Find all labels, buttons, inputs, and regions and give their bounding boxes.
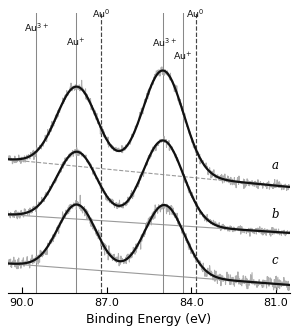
Text: Au$^{+}$: Au$^{+}$ <box>173 51 193 63</box>
X-axis label: Binding Energy (eV): Binding Energy (eV) <box>86 313 212 326</box>
Text: a: a <box>272 159 279 172</box>
Text: Au$^{3+}$: Au$^{3+}$ <box>24 21 49 34</box>
Text: Au$^{0}$: Au$^{0}$ <box>187 8 205 20</box>
Text: Au$^{0}$: Au$^{0}$ <box>92 8 110 20</box>
Text: b: b <box>272 208 279 221</box>
Text: Au$^{+}$: Au$^{+}$ <box>66 37 85 49</box>
Text: c: c <box>272 254 279 267</box>
Text: Au$^{3+}$: Au$^{3+}$ <box>152 37 177 49</box>
